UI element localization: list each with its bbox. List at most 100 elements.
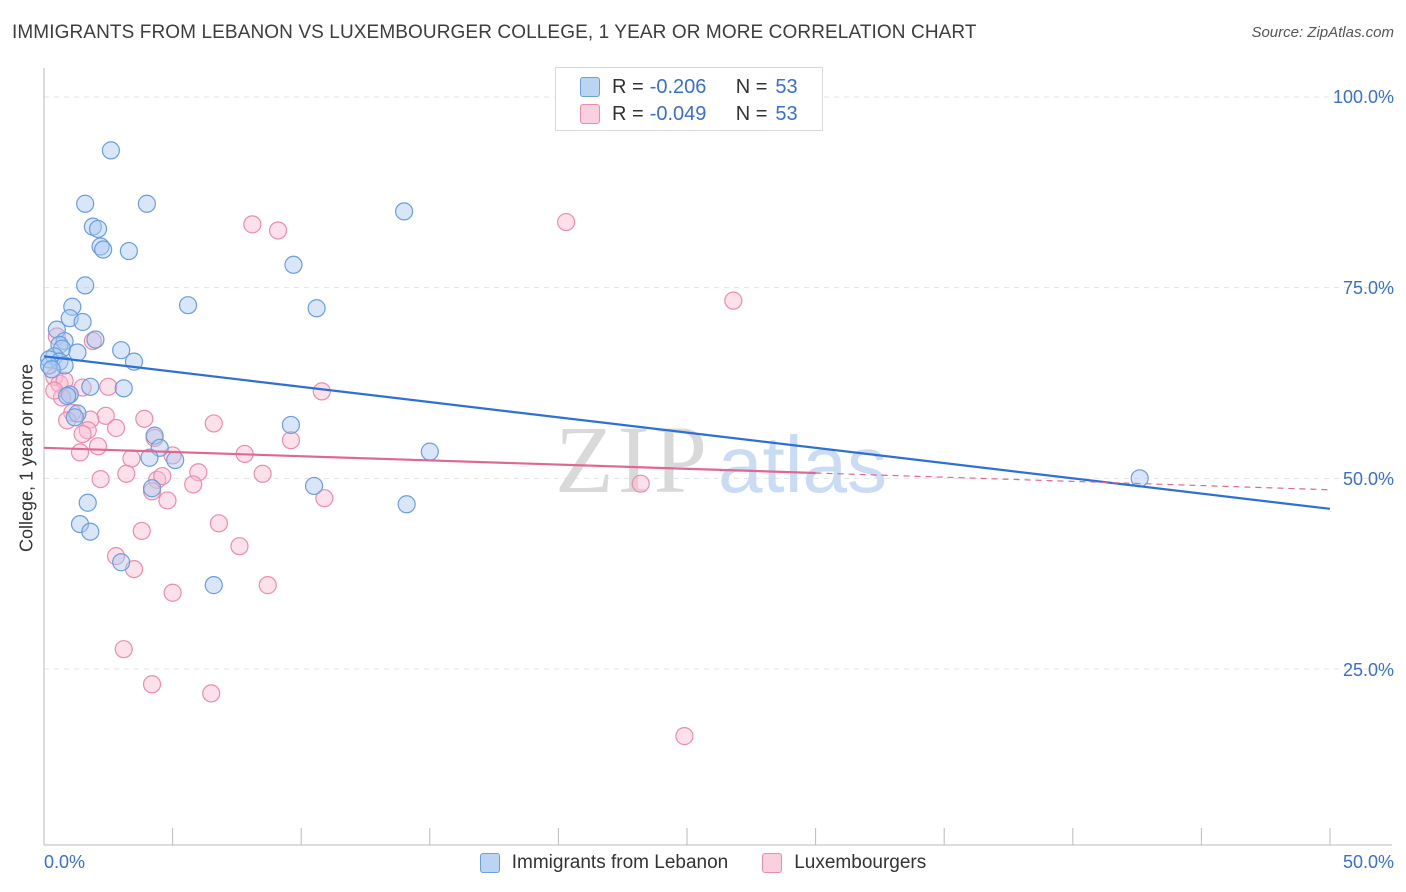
luxembourgers-point xyxy=(209,514,228,533)
lebanon-point xyxy=(166,450,185,470)
lebanon-point xyxy=(86,330,105,349)
luxembourgers-point xyxy=(73,424,92,444)
lebanon-point xyxy=(307,299,326,318)
lebanon-point xyxy=(137,194,156,213)
legend-n-label: N = xyxy=(735,102,768,125)
luxembourgers-point xyxy=(106,418,126,438)
lebanon-point xyxy=(81,377,100,396)
watermark: ZIP atlas xyxy=(555,406,887,513)
luxembourgers-point xyxy=(142,675,162,694)
series-label-lebanon: Immigrants from Lebanon xyxy=(511,852,729,873)
luxembourgers-point xyxy=(132,521,151,541)
lebanon-point xyxy=(76,276,95,295)
legend-swatch-pink xyxy=(580,104,600,124)
legend-r-label: R = xyxy=(612,102,644,125)
y-tick-100: 100.0% xyxy=(1332,87,1394,107)
luxembourgers-trend-line-dashed xyxy=(815,472,1331,491)
legend-n-value: 53 xyxy=(775,102,798,125)
lebanon-point xyxy=(101,141,120,160)
grid-lines xyxy=(44,96,1392,670)
legend-n-value: 53 xyxy=(775,75,798,98)
lebanon-point xyxy=(284,255,303,274)
luxembourgers-point xyxy=(243,215,262,234)
chart-title: IMMIGRANTS FROM LEBANON VS LUXEMBOURGER … xyxy=(12,22,977,43)
legend-swatch-blue xyxy=(580,77,600,97)
luxembourgers-point xyxy=(281,431,301,450)
lebanon-points xyxy=(40,141,1149,595)
y-axis-label: College, 1 year or more xyxy=(16,363,37,553)
luxembourgers-point xyxy=(163,583,182,602)
luxembourgers-points xyxy=(45,212,743,746)
luxembourgers-point xyxy=(99,377,118,396)
luxembourgers-point xyxy=(117,464,136,483)
luxembourgers-point xyxy=(204,414,223,433)
luxembourgers-point xyxy=(158,491,177,510)
luxembourgers-point xyxy=(88,437,108,456)
luxembourgers-point xyxy=(184,475,203,494)
luxembourgers-point xyxy=(202,684,221,703)
luxembourgers-point xyxy=(230,537,249,556)
lebanon-point xyxy=(178,296,198,315)
lebanon-point xyxy=(91,237,110,256)
x-tick-max: 50.0% xyxy=(1342,852,1394,872)
watermark-atlas: atlas xyxy=(718,420,887,509)
luxembourgers-point xyxy=(315,489,334,508)
lebanon-point xyxy=(65,408,84,427)
luxembourgers-point xyxy=(122,449,141,468)
lebanon-point xyxy=(78,493,97,512)
luxembourgers-point xyxy=(675,727,694,746)
luxembourgers-point xyxy=(114,640,133,659)
luxembourgers-point xyxy=(258,576,277,595)
lebanon-point xyxy=(73,312,92,332)
lebanon-point xyxy=(397,495,416,514)
legend-n-label: N = xyxy=(735,75,768,98)
y-tick-50: 50.0% xyxy=(1342,469,1394,489)
watermark-zip: ZIP xyxy=(555,406,711,513)
lebanon-point xyxy=(112,341,131,360)
lebanon-point xyxy=(420,442,439,461)
y-tick-25: 25.0% xyxy=(1342,660,1394,680)
luxembourgers-point xyxy=(153,466,172,486)
lebanon-point xyxy=(114,379,133,398)
lebanon-point xyxy=(68,343,87,362)
x-tick-min: 0.0% xyxy=(44,852,86,872)
series-legend: Immigrants from Lebanon Luxembourgers xyxy=(0,852,1406,874)
lebanon-point xyxy=(42,360,61,379)
luxembourgers-point xyxy=(724,291,743,310)
lebanon-point xyxy=(304,476,324,496)
series-swatch-blue xyxy=(479,853,500,873)
lebanon-point xyxy=(76,194,95,213)
lebanon-point xyxy=(394,202,414,221)
lebanon-point xyxy=(88,219,108,239)
trend-lines xyxy=(43,355,1331,510)
lebanon-point xyxy=(119,241,138,261)
lebanon-point xyxy=(142,479,162,498)
legend-r-label: R = xyxy=(612,75,644,98)
luxembourgers-point xyxy=(557,212,576,232)
series-legend-luxembourgers: Luxembourgers xyxy=(762,852,926,874)
legend-r-value: -0.049 xyxy=(649,102,707,125)
luxembourgers-point xyxy=(70,443,90,462)
correlation-legend: R = -0.206 N = 53 R = -0.049 N = 53 xyxy=(555,67,823,131)
luxembourgers-point xyxy=(268,221,288,240)
series-legend-lebanon: Immigrants from Lebanon xyxy=(479,852,729,874)
lebanon-trend-line xyxy=(43,355,1331,510)
luxembourgers-point xyxy=(631,474,650,493)
source-label: Source: ZipAtlas.com xyxy=(1251,24,1394,41)
lebanon-point xyxy=(140,448,159,467)
lebanon-point xyxy=(281,415,301,435)
y-tick-75: 75.0% xyxy=(1342,278,1394,298)
luxembourgers-point xyxy=(96,406,115,425)
series-label-luxembourgers: Luxembourgers xyxy=(794,852,927,873)
legend-r-value: -0.206 xyxy=(649,75,707,98)
luxembourgers-point xyxy=(135,409,154,428)
legend-row-lebanon: R = -0.206 N = 53 xyxy=(580,75,798,99)
lebanon-point xyxy=(63,297,82,316)
lebanon-point xyxy=(58,386,77,406)
lebanon-point xyxy=(81,522,100,541)
luxembourgers-point xyxy=(91,469,110,489)
lebanon-point xyxy=(94,240,113,259)
luxembourgers-point xyxy=(253,464,272,483)
legend-row-luxembourgers: R = -0.049 N = 53 xyxy=(580,102,798,126)
